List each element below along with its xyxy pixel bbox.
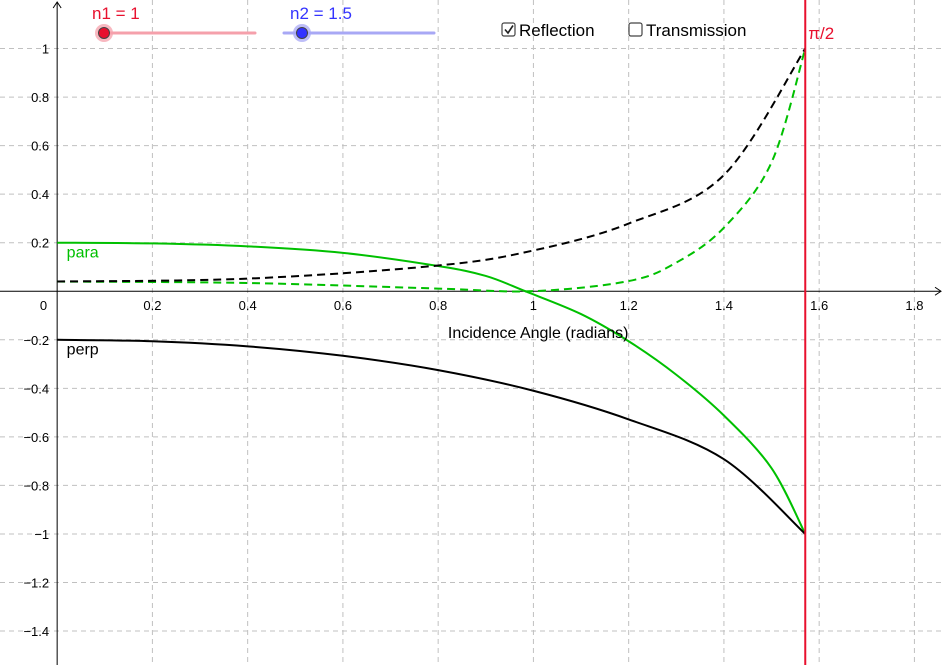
x-tick-label: 1.4 — [715, 298, 733, 313]
curve-labels: para perp — [67, 244, 99, 358]
slider-n1[interactable]: n1 = 1 — [92, 4, 257, 42]
transmission-checkbox-label[interactable]: Transmission — [646, 21, 746, 40]
x-tick-label: 0.4 — [239, 298, 257, 313]
y-tick-label: −1.4 — [23, 624, 49, 639]
x-tick-label: 1.2 — [620, 298, 638, 313]
x-tick-label: 0.6 — [334, 298, 352, 313]
curves — [57, 47, 807, 535]
y-tick-label: 0.8 — [31, 90, 49, 105]
y-axis-arrow — [52, 1, 62, 9]
x-tick-label: 1.8 — [905, 298, 923, 313]
x-axis-label: Incidence Angle (radians) — [448, 325, 629, 342]
slider-n2-knob[interactable] — [296, 27, 308, 39]
y-tick-label: −1.2 — [23, 575, 49, 590]
reflection-checkbox-label[interactable]: Reflection — [519, 21, 595, 40]
transmission-checkbox[interactable]: Transmission — [628, 21, 746, 40]
origin-label: 0 — [40, 298, 47, 313]
slider-n1-knob[interactable] — [98, 27, 110, 39]
tick-labels: 0.2 0.4 0.6 0.8 1 1.2 1.4 1.6 1.8 1 0.8 0.6 0.4 0.2 −0… — [23, 42, 923, 639]
slider-n2-label: n2 = 1.5 — [290, 4, 352, 23]
y-tick-label: −1 — [34, 527, 49, 542]
x-axis-arrow — [934, 286, 942, 296]
y-tick-label: 0.2 — [31, 236, 49, 251]
y-tick-label: 1 — [42, 42, 49, 57]
x-tick-label: 1.6 — [810, 298, 828, 313]
x-tick-label: 1 — [530, 298, 537, 313]
y-tick-label: 0.4 — [31, 187, 49, 202]
curve-r-parallel[interactable] — [57, 241, 807, 535]
curve-r-perp[interactable] — [57, 338, 806, 535]
y-tick-label: −0.6 — [23, 430, 49, 445]
curve-label-para: para — [67, 244, 99, 261]
y-tick-label: −0.4 — [23, 381, 49, 396]
slider-n2[interactable]: n2 = 1.5 — [282, 4, 436, 42]
check-icon — [504, 25, 514, 35]
transmission-checkbox-box[interactable] — [628, 22, 643, 37]
y-tick-label: −0.2 — [23, 333, 49, 348]
y-tick-label: −0.8 — [23, 478, 49, 493]
slider-n1-label: n1 = 1 — [92, 4, 140, 23]
reflection-checkbox-box[interactable] — [501, 22, 516, 37]
curve-label-perp: perp — [67, 341, 99, 358]
y-tick-label: 0.6 — [31, 139, 49, 154]
curve-r-perp[interactable] — [57, 47, 807, 283]
reflection-checkbox[interactable]: Reflection — [501, 21, 595, 40]
curve-r-parallel[interactable] — [57, 48, 807, 293]
x-tick-label: 0.8 — [429, 298, 447, 313]
x-tick-label: 0.2 — [143, 298, 161, 313]
pi-over-2-label: π/2 — [808, 24, 834, 43]
